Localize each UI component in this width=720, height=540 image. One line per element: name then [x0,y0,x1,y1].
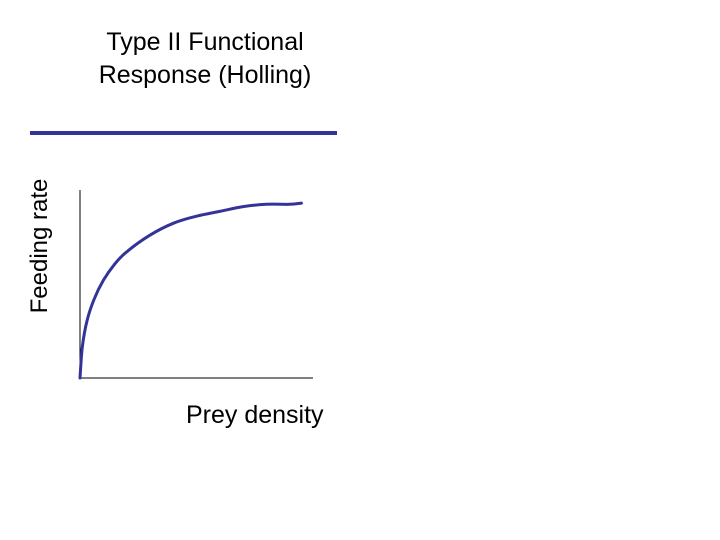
series-line-0 [78,201,303,380]
x-axis-label: Prey density [186,401,324,429]
chart-title-line-1: Type II Functional [106,28,304,56]
y-axis-label: Feeding rate [26,178,53,314]
chart-title-line-2: Response (Holling) [98,61,312,89]
chart-title: Type II Functional Response (Holling) [60,26,350,92]
chart-series [78,201,303,380]
chart-axes [79,190,313,379]
title-underline [30,131,337,135]
